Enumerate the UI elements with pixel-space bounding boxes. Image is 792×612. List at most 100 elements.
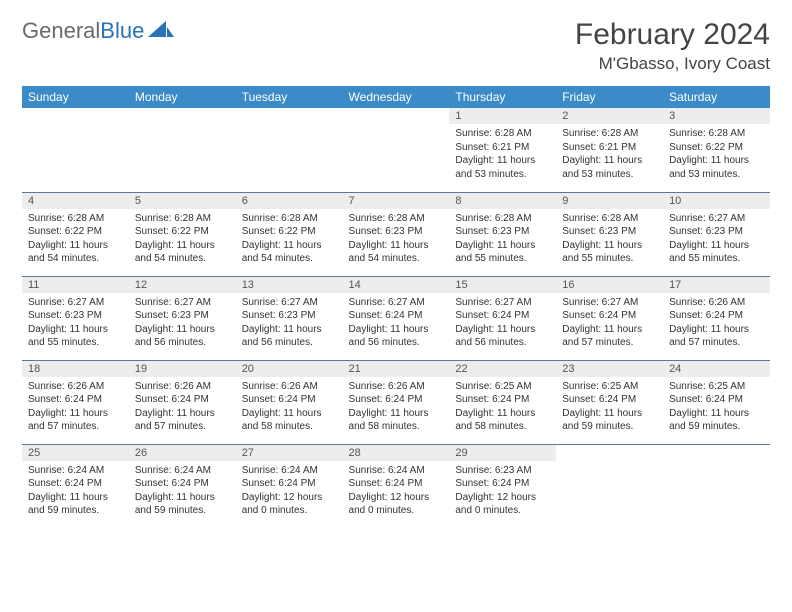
sunrise-text: Sunrise: 6:27 AM <box>669 212 764 226</box>
sunset-text: Sunset: 6:23 PM <box>562 225 657 239</box>
day-header: Monday <box>129 86 236 108</box>
calendar-day-cell: 13Sunrise: 6:27 AMSunset: 6:23 PMDayligh… <box>236 276 343 360</box>
sunrise-text: Sunrise: 6:28 AM <box>562 212 657 226</box>
day-number: 11 <box>22 277 129 293</box>
day-body: Sunrise: 6:28 AMSunset: 6:23 PMDaylight:… <box>343 209 450 270</box>
calendar-day-cell: 11Sunrise: 6:27 AMSunset: 6:23 PMDayligh… <box>22 276 129 360</box>
sunrise-text: Sunrise: 6:24 AM <box>135 464 230 478</box>
sunrise-text: Sunrise: 6:28 AM <box>349 212 444 226</box>
sunset-text: Sunset: 6:24 PM <box>349 393 444 407</box>
sunrise-text: Sunrise: 6:26 AM <box>28 380 123 394</box>
calendar-day-cell: 25 Sunrise: 6:24 AMSunset: 6:24 PMDayligh… <box>22 444 129 528</box>
daylight-text: Daylight: 11 hours and 54 minutes. <box>135 239 230 266</box>
sunrise-text: Sunrise: 6:24 AM <box>28 464 123 478</box>
sunrise-text: Sunrise: 6:27 AM <box>349 296 444 310</box>
calendar-day-cell: 1Sunrise: 6:28 AMSunset: 6:21 PMDaylight… <box>449 108 556 192</box>
day-body: Sunrise: 6:25 AMSunset: 6:24 PMDaylight:… <box>449 377 556 438</box>
day-number: 21 <box>343 361 450 377</box>
day-number: 26 <box>129 445 236 461</box>
logo-word2: Blue <box>100 18 144 43</box>
logo-text: GeneralBlue <box>22 18 144 44</box>
sunset-text: Sunset: 6:21 PM <box>455 141 550 155</box>
day-body: Sunrise: 6:24 AMSunset: 6:24 PMDaylight:… <box>129 461 236 522</box>
sunrise-text: Sunrise: 6:24 AM <box>349 464 444 478</box>
daylight-text: Daylight: 12 hours and 0 minutes. <box>455 491 550 518</box>
sunset-text: Sunset: 6:23 PM <box>135 309 230 323</box>
day-number: 25 <box>22 445 129 461</box>
daylight-text: Daylight: 11 hours and 54 minutes. <box>242 239 337 266</box>
day-body: Sunrise: 6:23 AMSunset: 6:24 PMDaylight:… <box>449 461 556 522</box>
sunset-text: Sunset: 6:24 PM <box>669 393 764 407</box>
day-body: Sunrise: 6:25 AMSunset: 6:24 PMDaylight:… <box>556 377 663 438</box>
sunset-text: Sunset: 6:24 PM <box>242 477 337 491</box>
day-number: 29 <box>449 445 556 461</box>
sunrise-text: Sunrise: 6:28 AM <box>135 212 230 226</box>
calendar-table: Sunday Monday Tuesday Wednesday Thursday… <box>22 86 770 528</box>
sunrise-text: Sunrise: 6:25 AM <box>562 380 657 394</box>
calendar-day-cell: 7Sunrise: 6:28 AMSunset: 6:23 PMDaylight… <box>343 192 450 276</box>
sunset-text: Sunset: 6:24 PM <box>669 309 764 323</box>
sunrise-text: Sunrise: 6:27 AM <box>28 296 123 310</box>
calendar-week-row: 25Sunrise: 6:24 AMSunset: 6:24 PMDayligh… <box>22 444 770 528</box>
calendar-day-cell: 18Sunrise: 6:26 AMSunset: 6:24 PMDayligh… <box>22 360 129 444</box>
sunset-text: Sunset: 6:24 PM <box>455 393 550 407</box>
daylight-text: Daylight: 11 hours and 57 minutes. <box>669 323 764 350</box>
calendar-week-row: 11Sunrise: 6:27 AMSunset: 6:23 PMDayligh… <box>22 276 770 360</box>
day-body: Sunrise: 6:24 AMSunset: 6:24 PMDaylight:… <box>236 461 343 522</box>
day-number: 20 <box>236 361 343 377</box>
day-number: 14 <box>343 277 450 293</box>
day-body: Sunrise: 6:26 AMSunset: 6:24 PMDaylight:… <box>663 293 770 354</box>
daylight-text: Daylight: 11 hours and 58 minutes. <box>455 407 550 434</box>
day-number: 23 <box>556 361 663 377</box>
sunset-text: Sunset: 6:24 PM <box>562 393 657 407</box>
month-title: February 2024 <box>575 18 770 52</box>
sunrise-text: Sunrise: 6:28 AM <box>28 212 123 226</box>
calendar-day-cell <box>663 444 770 528</box>
daylight-text: Daylight: 11 hours and 59 minutes. <box>28 491 123 518</box>
sunset-text: Sunset: 6:24 PM <box>455 477 550 491</box>
sunset-text: Sunset: 6:22 PM <box>28 225 123 239</box>
calendar-day-cell: 26Sunrise: 6:24 AMSunset: 6:24 PMDayligh… <box>129 444 236 528</box>
day-body: Sunrise: 6:28 AMSunset: 6:23 PMDaylight:… <box>556 209 663 270</box>
title-block: February 2024 M'Gbasso, Ivory Coast <box>575 18 770 74</box>
daylight-text: Daylight: 11 hours and 57 minutes. <box>135 407 230 434</box>
sunrise-text: Sunrise: 6:24 AM <box>242 464 337 478</box>
daylight-text: Daylight: 11 hours and 56 minutes. <box>349 323 444 350</box>
sunset-text: Sunset: 6:21 PM <box>562 141 657 155</box>
day-body: Sunrise: 6:26 AMSunset: 6:24 PMDaylight:… <box>129 377 236 438</box>
day-number: 12 <box>129 277 236 293</box>
day-body: Sunrise: 6:28 AMSunset: 6:21 PMDaylight:… <box>556 124 663 185</box>
day-number: 27 <box>236 445 343 461</box>
day-header: Saturday <box>663 86 770 108</box>
calendar-day-cell: 4Sunrise: 6:28 AMSunset: 6:22 PMDaylight… <box>22 192 129 276</box>
daylight-text: Daylight: 11 hours and 53 minutes. <box>455 154 550 181</box>
calendar-day-cell: 22Sunrise: 6:25 AMSunset: 6:24 PMDayligh… <box>449 360 556 444</box>
sunset-text: Sunset: 6:24 PM <box>135 393 230 407</box>
sunset-text: Sunset: 6:23 PM <box>242 309 337 323</box>
sunrise-text: Sunrise: 6:25 AM <box>455 380 550 394</box>
calendar-day-cell: 3Sunrise: 6:28 AMSunset: 6:22 PMDaylight… <box>663 108 770 192</box>
calendar-day-cell: 23Sunrise: 6:25 AMSunset: 6:24 PMDayligh… <box>556 360 663 444</box>
sunset-text: Sunset: 6:22 PM <box>242 225 337 239</box>
day-body: Sunrise: 6:28 AMSunset: 6:22 PMDaylight:… <box>22 209 129 270</box>
calendar-day-cell: 16Sunrise: 6:27 AMSunset: 6:24 PMDayligh… <box>556 276 663 360</box>
calendar-day-cell: 21Sunrise: 6:26 AMSunset: 6:24 PMDayligh… <box>343 360 450 444</box>
day-number: 28 <box>343 445 450 461</box>
daylight-text: Daylight: 11 hours and 55 minutes. <box>562 239 657 266</box>
day-number: 10 <box>663 193 770 209</box>
sunrise-text: Sunrise: 6:25 AM <box>669 380 764 394</box>
day-body: Sunrise: 6:28 AMSunset: 6:22 PMDaylight:… <box>663 124 770 185</box>
sunset-text: Sunset: 6:22 PM <box>669 141 764 155</box>
sunset-text: Sunset: 6:24 PM <box>562 309 657 323</box>
sunset-text: Sunset: 6:24 PM <box>28 477 123 491</box>
calendar-day-cell: 19Sunrise: 6:26 AMSunset: 6:24 PMDayligh… <box>129 360 236 444</box>
calendar-day-cell <box>556 444 663 528</box>
calendar-day-cell: 2Sunrise: 6:28 AMSunset: 6:21 PMDaylight… <box>556 108 663 192</box>
day-header: Wednesday <box>343 86 450 108</box>
calendar-day-cell: 9Sunrise: 6:28 AMSunset: 6:23 PMDaylight… <box>556 192 663 276</box>
daylight-text: Daylight: 11 hours and 58 minutes. <box>349 407 444 434</box>
calendar-day-cell: 6Sunrise: 6:28 AMSunset: 6:22 PMDaylight… <box>236 192 343 276</box>
day-body: Sunrise: 6:27 AMSunset: 6:23 PMDaylight:… <box>236 293 343 354</box>
sunrise-text: Sunrise: 6:27 AM <box>135 296 230 310</box>
sunset-text: Sunset: 6:23 PM <box>28 309 123 323</box>
